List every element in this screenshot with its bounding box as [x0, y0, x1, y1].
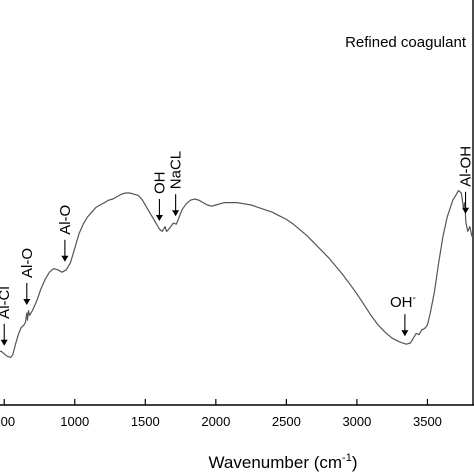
annotation-6: Al-OH — [458, 146, 474, 214]
x-axis-title-main: Wavenumber (cm — [209, 453, 343, 472]
annotation-arrow-head — [462, 207, 470, 214]
x-ticks: 500 1000 1500 2000 2500 3000 3500 — [0, 399, 442, 429]
annotation-label: Al-Cl — [0, 286, 13, 319]
annotation-superscript: - — [412, 293, 415, 304]
annotation-label: OH- — [390, 293, 416, 311]
x-tick-label: 1000 — [60, 414, 89, 429]
x-tick-label: 2000 — [201, 414, 230, 429]
annotation-2: Al-O — [57, 205, 74, 262]
annotation-arrow-head — [0, 339, 8, 346]
peak-annotations: Al-Cl Al-O Al-O OH NaCL OH- Al-OH — [0, 146, 474, 346]
annotation-arrow-head — [155, 215, 163, 221]
series-layer — [0, 190, 474, 358]
legend-entry: Refined coagulant — [345, 34, 467, 51]
annotation-0: Al-Cl — [0, 286, 13, 346]
plot-frame — [0, 0, 474, 406]
x-tick-label: 3500 — [413, 414, 442, 429]
x-tick-label: 1500 — [131, 414, 160, 429]
annotation-label: OH — [151, 172, 168, 195]
annotation-3: OH — [151, 172, 168, 221]
x-tick-label: 3000 — [342, 414, 371, 429]
annotation-arrow-head — [23, 299, 31, 305]
annotation-label: Al-O — [19, 248, 36, 278]
annotation-label: Al-O — [57, 205, 74, 235]
annotation-arrow-head — [61, 255, 69, 262]
x-tick-label: 2500 — [272, 414, 301, 429]
annotation-1: Al-O — [19, 248, 36, 305]
annotation-arrow-head — [401, 330, 409, 337]
annotation-arrow-head — [172, 210, 180, 217]
annotation-label: NaCL — [168, 151, 185, 189]
x-axis-title: Wavenumber (cm-1) — [209, 452, 358, 472]
annotation-label: Al-OH — [458, 146, 474, 187]
annotation-5: OH- — [390, 293, 416, 337]
x-tick-label: 500 — [0, 414, 15, 429]
x-axis-title-superscript: -1 — [342, 452, 352, 464]
annotation-4: NaCL — [168, 151, 185, 217]
series-line-0 — [0, 190, 474, 358]
x-axis-title-suffix: ) — [352, 453, 358, 472]
